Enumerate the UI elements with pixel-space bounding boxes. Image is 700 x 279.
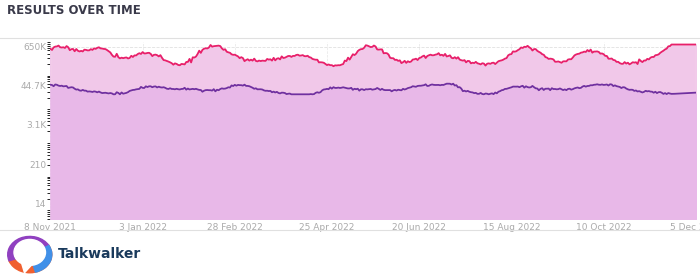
- Wedge shape: [8, 236, 49, 261]
- Text: Talkwalker: Talkwalker: [57, 247, 141, 261]
- Wedge shape: [9, 246, 52, 273]
- Circle shape: [14, 239, 46, 265]
- Polygon shape: [22, 264, 32, 273]
- Text: RESULTS OVER TIME: RESULTS OVER TIME: [7, 4, 141, 17]
- Wedge shape: [29, 246, 52, 272]
